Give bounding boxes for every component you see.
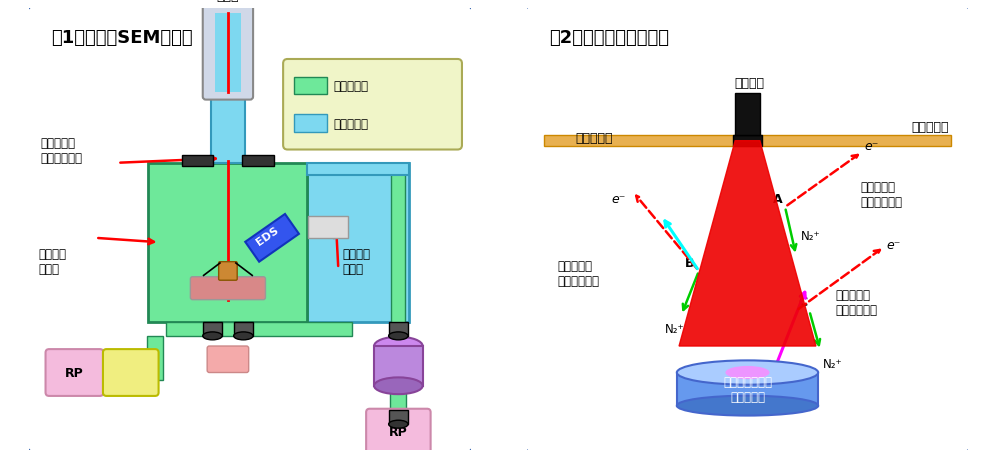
Bar [390, 386, 406, 410]
Bar [389, 410, 408, 424]
Text: 低真空領域: 低真空領域 [575, 131, 613, 144]
Bar [148, 163, 307, 322]
Text: 入射電子: 入射電子 [735, 76, 765, 90]
FancyBboxPatch shape [524, 7, 971, 452]
Bar [544, 136, 951, 147]
FancyBboxPatch shape [103, 349, 159, 396]
Ellipse shape [374, 378, 423, 394]
Ellipse shape [389, 420, 408, 428]
Text: 図2　帯電中和の概略図: 図2 帯電中和の概略図 [549, 29, 669, 47]
FancyBboxPatch shape [366, 409, 431, 453]
Bar [166, 322, 352, 336]
Text: 反射電子
検出器: 反射電子 検出器 [38, 247, 66, 275]
Text: 帯電した試料面
（負電荷）: 帯電した試料面 （負電荷） [723, 375, 772, 403]
Bar [294, 115, 327, 133]
Bar [733, 136, 762, 147]
Bar [147, 336, 163, 380]
Text: 二次電子
検出器: 二次電子 検出器 [343, 247, 371, 275]
Bar [307, 163, 409, 176]
Text: 反射電子に
よるイオン化: 反射電子に よるイオン化 [558, 260, 600, 287]
Text: N₂⁺: N₂⁺ [800, 230, 820, 243]
FancyBboxPatch shape [203, 6, 253, 101]
Bar [211, 97, 245, 163]
Bar [307, 163, 409, 322]
Text: オリフィス
（差動排気）: オリフィス （差動排気） [40, 137, 82, 165]
Text: C: C [798, 296, 807, 309]
Ellipse shape [374, 337, 423, 356]
Text: N₂⁺: N₂⁺ [823, 357, 842, 370]
Bar [389, 322, 408, 336]
Text: N₂⁺: N₂⁺ [665, 322, 684, 335]
Text: RP: RP [65, 366, 84, 379]
Text: e⁻: e⁻ [612, 192, 626, 205]
Text: オリフィス: オリフィス [911, 120, 948, 134]
Text: B: B [685, 256, 695, 269]
FancyBboxPatch shape [207, 346, 249, 373]
Polygon shape [245, 214, 299, 262]
Bar [391, 163, 405, 336]
Ellipse shape [677, 361, 818, 385]
Text: 図1　低真空SEM概略図: 図1 低真空SEM概略図 [51, 29, 193, 47]
Ellipse shape [389, 332, 408, 340]
Bar [374, 346, 423, 386]
Text: RP: RP [389, 425, 408, 438]
Bar [308, 216, 348, 238]
Text: 低真空領域: 低真空領域 [334, 80, 369, 93]
FancyBboxPatch shape [27, 7, 473, 452]
Bar [203, 322, 222, 336]
Ellipse shape [234, 332, 253, 340]
Bar [234, 322, 253, 336]
Text: EDS: EDS [255, 225, 281, 247]
Text: A: A [773, 192, 783, 205]
Bar [735, 94, 760, 136]
Bar [242, 156, 274, 167]
Bar [182, 156, 213, 167]
Ellipse shape [677, 396, 818, 416]
Text: e⁻: e⁻ [865, 140, 879, 153]
Bar [215, 14, 241, 93]
Bar [294, 78, 327, 95]
Text: 高真空領域: 高真空領域 [334, 117, 369, 130]
Polygon shape [679, 141, 816, 346]
Text: e⁻: e⁻ [887, 238, 901, 252]
Text: 電子銃: 電子銃 [217, 0, 239, 3]
FancyBboxPatch shape [190, 277, 265, 300]
Ellipse shape [203, 332, 222, 340]
Text: 二次電子に
よるイオン化: 二次電子に よるイオン化 [836, 288, 878, 316]
FancyBboxPatch shape [46, 349, 103, 396]
Ellipse shape [725, 366, 770, 379]
Text: 一次電子に
よるイオン化: 一次電子に よるイオン化 [860, 180, 902, 208]
Bar [677, 373, 818, 406]
FancyBboxPatch shape [219, 262, 237, 280]
FancyBboxPatch shape [283, 60, 462, 150]
